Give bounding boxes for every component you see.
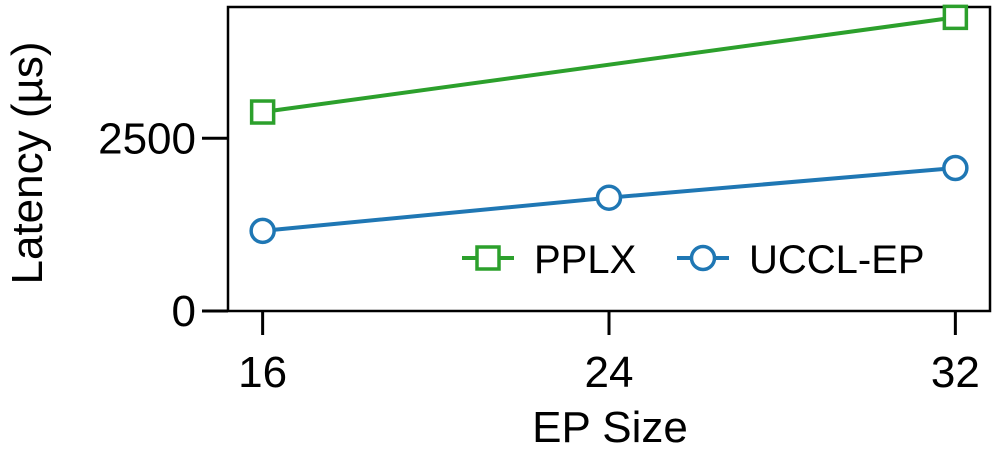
series-line [262,15,956,114]
legend-label: PPLX [534,238,636,282]
legend: PPLX UCCL-EP [462,238,925,282]
data-point [942,154,969,182]
data-point [249,99,276,125]
series-uccl-ep [249,154,969,245]
legend-label: UCCL-EP [749,238,925,282]
series-pplx [249,4,969,125]
series-layer [249,4,969,245]
y-axis-label: Latency (µs) [3,42,52,285]
legend-marker [475,245,501,271]
data-point [942,4,969,31]
x-tick-label: 32 [931,348,980,397]
x-axis-label: EP Size [532,403,688,450]
y-tick-label: 2500 [98,114,196,163]
y-axis: 0 2500 [98,114,228,336]
data-point [595,184,623,211]
legend-item: UCCL-EP [677,238,925,282]
legend-marker [689,244,717,272]
x-tick-label: 24 [585,348,634,397]
legend-item: PPLX [462,238,636,282]
x-tick-label: 16 [238,348,287,397]
data-point [249,217,276,245]
x-axis: 16 24 32 [238,311,980,397]
y-tick-label: 0 [172,287,196,336]
